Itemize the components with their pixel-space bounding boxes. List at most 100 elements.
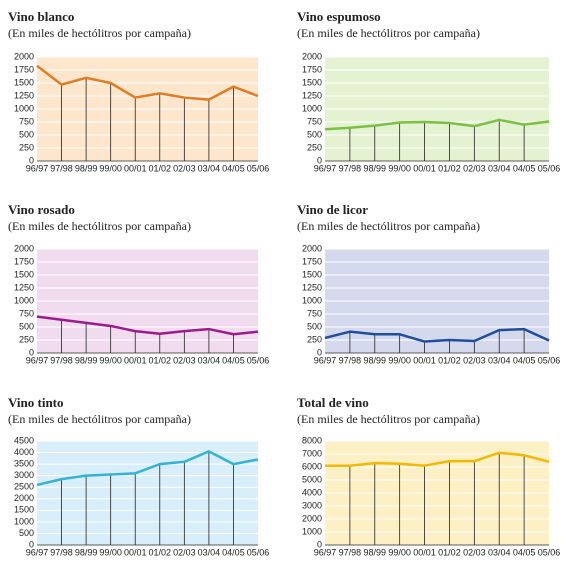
chart-subtitle: (En miles de hectólitros por campaña): [297, 412, 480, 426]
x-tick-label: 04/05: [513, 163, 536, 173]
x-tick-label: 03/04: [198, 163, 221, 173]
x-tick-label: 98/99: [364, 355, 387, 365]
chart-title: Vino tinto: [8, 395, 64, 410]
y-tick-label: 0: [29, 155, 34, 165]
x-tick-label: 00/01: [124, 163, 147, 173]
x-tick-label: 05/06: [247, 547, 270, 557]
y-tick-label: 1500: [302, 269, 322, 279]
x-tick-label: 99/00: [99, 163, 122, 173]
x-tick-label: 96/97: [26, 547, 49, 557]
x-tick-label: 01/02: [149, 163, 172, 173]
data-line: [325, 451, 550, 467]
x-tick-label: 05/06: [247, 163, 270, 173]
y-tick-label: 2000: [302, 51, 322, 61]
y-tick-label: 1000: [14, 103, 34, 113]
x-tick-label: 00/01: [124, 355, 147, 365]
y-tick-label: 1000: [14, 516, 34, 526]
x-tick-label: 04/05: [222, 163, 245, 173]
x-tick-label: 00/01: [413, 355, 436, 365]
y-tick-label: 250: [19, 334, 34, 344]
x-tick-label: 03/04: [488, 547, 511, 557]
x-tick-label: 00/01: [413, 547, 436, 557]
x-tick-label: 99/00: [388, 547, 411, 557]
x-tick-label: 02/03: [173, 547, 196, 557]
x-tick-label: 03/04: [488, 355, 511, 365]
chart-title: Vino rosado: [8, 202, 75, 217]
x-tick-label: 03/04: [198, 355, 221, 365]
y-tick-label: 750: [19, 116, 34, 126]
y-tick-label: 0: [29, 539, 34, 549]
y-tick-label: 2000: [14, 51, 34, 61]
data-line: [36, 450, 259, 487]
x-tick-label: 96/97: [314, 355, 337, 365]
x-tick-label: 01/02: [438, 547, 461, 557]
chart-subtitle: (En miles de hectólitros por campaña): [8, 219, 191, 233]
data-line: [324, 118, 550, 131]
y-tick-label: 4000: [14, 447, 34, 457]
y-tick-label: 1250: [302, 282, 322, 292]
chart-subtitle: (En miles de hectólitros por campaña): [297, 26, 480, 40]
y-tick-label: 4500: [14, 435, 34, 445]
data-line: [324, 327, 550, 343]
x-tick-label: 01/02: [438, 163, 461, 173]
x-tick-label: 96/97: [26, 163, 49, 173]
x-tick-label: 00/01: [124, 547, 147, 557]
x-tick-label: 98/99: [75, 355, 98, 365]
x-tick-label: 99/00: [388, 163, 411, 173]
x-tick-label: 97/98: [339, 547, 362, 557]
y-tick-label: 1000: [302, 526, 322, 536]
y-tick-label: 0: [317, 347, 322, 357]
chart-title: Vino espumoso: [297, 9, 381, 24]
x-tick-label: 05/06: [538, 163, 561, 173]
y-tick-label: 250: [19, 142, 34, 152]
x-tick-label: 99/00: [99, 355, 122, 365]
x-tick-label: 05/06: [538, 355, 561, 365]
y-tick-label: 750: [19, 308, 34, 318]
y-tick-label: 1750: [14, 256, 34, 266]
x-tick-label: 04/05: [513, 547, 536, 557]
x-tick-label: 97/98: [339, 355, 362, 365]
y-tick-label: 1000: [14, 295, 34, 305]
x-tick-label: 02/03: [173, 163, 196, 173]
y-tick-label: 1500: [14, 505, 34, 515]
y-tick-label: 3000: [14, 470, 34, 480]
x-tick-label: 03/04: [198, 547, 221, 557]
chart-subtitle: (En miles de hectólitros por campaña): [297, 219, 480, 233]
y-tick-label: 0: [317, 539, 322, 549]
y-tick-label: 2000: [14, 493, 34, 503]
x-tick-label: 04/05: [222, 547, 245, 557]
x-tick-label: 02/03: [463, 547, 486, 557]
x-tick-label: 99/00: [99, 547, 122, 557]
x-tick-label: 02/03: [463, 163, 486, 173]
x-tick-label: 99/00: [388, 355, 411, 365]
chart-subtitle: (En miles de hectólitros por campaña): [8, 26, 191, 40]
x-tick-label: 04/05: [513, 355, 536, 365]
y-tick-label: 500: [19, 321, 34, 331]
y-tick-label: 1750: [14, 64, 34, 74]
x-tick-label: 98/99: [75, 547, 98, 557]
x-tick-label: 03/04: [488, 163, 511, 173]
y-tick-label: 3500: [14, 458, 34, 468]
chart-title: Vino de licor: [297, 202, 368, 217]
x-tick-label: 96/97: [26, 355, 49, 365]
x-tick-label: 97/98: [50, 355, 73, 365]
y-tick-label: 0: [317, 155, 322, 165]
y-tick-label: 500: [307, 321, 322, 331]
chart-subtitle: (En miles de hectólitros por campaña): [8, 412, 191, 426]
x-tick-label: 01/02: [438, 355, 461, 365]
chart-title: Vino blanco: [8, 9, 74, 24]
y-tick-label: 0: [29, 347, 34, 357]
x-tick-label: 01/02: [149, 355, 172, 365]
y-tick-label: 7000: [302, 448, 322, 458]
y-tick-label: 1000: [302, 295, 322, 305]
x-tick-label: 98/99: [364, 163, 387, 173]
x-tick-label: 98/99: [364, 547, 387, 557]
y-tick-label: 500: [19, 129, 34, 139]
y-tick-label: 750: [307, 308, 322, 318]
x-tick-label: 96/97: [314, 163, 337, 173]
y-tick-label: 250: [307, 334, 322, 344]
y-tick-label: 1250: [14, 282, 34, 292]
y-tick-label: 1500: [302, 77, 322, 87]
x-tick-label: 00/01: [413, 163, 436, 173]
y-tick-label: 1500: [14, 77, 34, 87]
